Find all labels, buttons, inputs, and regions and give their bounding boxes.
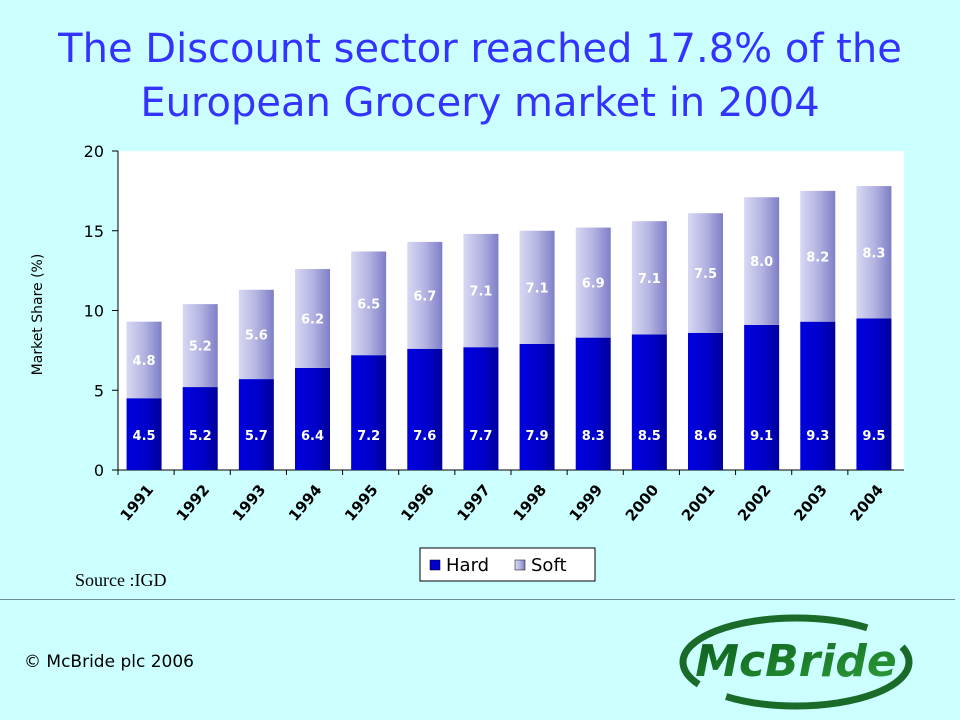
data-label-soft: 8.2 xyxy=(806,250,829,265)
data-label-hard: 7.6 xyxy=(413,429,436,444)
y-tick-label: 15 xyxy=(84,222,104,241)
x-tick-label: 1992 xyxy=(173,481,214,525)
data-label-hard: 9.3 xyxy=(806,429,829,444)
bar-hard xyxy=(238,379,274,470)
y-axis-title: Market Share (%) xyxy=(30,254,46,376)
bar-soft xyxy=(351,251,387,356)
title-line-2: European Grocery market in 2004 xyxy=(140,80,820,126)
x-tick-label: 1993 xyxy=(229,481,270,525)
bar-soft xyxy=(744,197,780,325)
y-tick-label: 10 xyxy=(84,302,104,321)
data-label-hard: 7.9 xyxy=(526,429,549,444)
bar-hard xyxy=(407,348,443,470)
bar-hard xyxy=(744,324,780,470)
footer-divider xyxy=(0,599,955,600)
data-label-hard: 8.6 xyxy=(694,429,717,444)
data-label-soft: 8.3 xyxy=(862,246,885,261)
data-label-hard: 8.3 xyxy=(582,429,605,444)
y-tick-label: 20 xyxy=(84,142,104,161)
x-tick-label: 2002 xyxy=(734,481,775,525)
bar-soft xyxy=(238,289,274,380)
data-label-hard: 9.1 xyxy=(750,429,773,444)
data-label-hard: 4.5 xyxy=(133,429,156,444)
bar-soft xyxy=(631,221,667,335)
data-label-hard: 7.2 xyxy=(357,429,380,444)
data-label-hard: 6.4 xyxy=(301,429,324,444)
data-label-soft: 7.1 xyxy=(526,281,549,296)
x-tick-label: 1996 xyxy=(397,481,438,525)
copyright-text: © McBride plc 2006 xyxy=(24,652,194,672)
x-tick-label: 1997 xyxy=(453,481,494,525)
bar-hard xyxy=(295,367,330,470)
mcbride-logo: McBride xyxy=(679,614,913,710)
source-note: Source :IGD xyxy=(75,570,167,590)
data-label-soft: 7.1 xyxy=(469,285,492,300)
bar-hard xyxy=(631,334,667,470)
bar-soft xyxy=(575,227,611,338)
legend-swatch-hard xyxy=(429,559,441,571)
x-tick-label: 1994 xyxy=(285,481,326,525)
bar-hard xyxy=(519,343,555,470)
y-tick-label: 5 xyxy=(94,381,104,400)
x-tick-label: 1995 xyxy=(341,481,382,525)
bar-soft xyxy=(856,186,892,319)
bar-soft xyxy=(126,321,162,399)
x-tick-label: 2000 xyxy=(622,481,663,525)
data-label-soft: 5.2 xyxy=(189,340,212,355)
data-label-hard: 7.7 xyxy=(469,429,492,444)
legend-swatch-soft xyxy=(514,559,526,571)
bar-soft xyxy=(407,241,443,349)
bar-hard xyxy=(463,347,499,470)
data-label-hard: 5.2 xyxy=(189,429,212,444)
data-label-soft: 7.1 xyxy=(638,272,661,287)
data-label-soft: 4.8 xyxy=(133,354,156,369)
bar-soft xyxy=(182,304,218,388)
x-tick-label: 2001 xyxy=(678,481,719,525)
bar-soft xyxy=(688,213,723,333)
bar-soft xyxy=(463,233,499,348)
bar-hard xyxy=(856,318,892,470)
data-label-soft: 6.2 xyxy=(301,312,324,327)
data-label-soft: 6.5 xyxy=(357,297,380,312)
logo-swoosh xyxy=(679,614,913,710)
data-label-hard: 9.5 xyxy=(862,429,885,444)
y-tick-label: 0 xyxy=(94,461,104,480)
bar-hard xyxy=(800,321,836,470)
bar-hard xyxy=(688,332,723,470)
bar-soft xyxy=(295,269,330,368)
legend-label-soft: Soft xyxy=(531,555,567,576)
legend-box xyxy=(419,547,596,582)
x-tick-label: 1999 xyxy=(566,481,607,525)
x-tick-label: 2004 xyxy=(846,481,887,525)
logo-wordmark: McBride xyxy=(695,636,897,687)
bar-soft xyxy=(800,190,836,322)
market-share-chart: 0 5 10 15 20 Market Share (%) 4.5 4.8 1991 5.2 5.2… xyxy=(30,142,904,582)
data-label-soft: 6.7 xyxy=(413,289,436,304)
bar-hard xyxy=(351,355,387,470)
title-line-1: The Discount sector reached 17.8% of the xyxy=(58,26,902,72)
bar-hard xyxy=(126,398,162,470)
slide-title: The Discount sector reached 17.8% of the… xyxy=(0,22,960,130)
data-label-hard: 8.5 xyxy=(638,429,661,444)
bar-hard xyxy=(182,387,218,470)
data-label-hard: 5.7 xyxy=(245,429,268,444)
data-label-soft: 6.9 xyxy=(582,277,605,292)
bar-hard xyxy=(575,337,611,470)
x-tick-label: 1998 xyxy=(510,481,551,525)
plot-area xyxy=(118,151,904,470)
data-label-soft: 7.5 xyxy=(694,267,717,282)
bar-soft xyxy=(519,230,555,344)
x-tick-label: 2003 xyxy=(790,481,831,525)
data-label-soft: 5.6 xyxy=(245,328,268,343)
data-label-soft: 8.0 xyxy=(750,255,773,270)
legend-label-hard: Hard xyxy=(446,555,489,576)
x-tick-label: 1991 xyxy=(117,481,158,525)
